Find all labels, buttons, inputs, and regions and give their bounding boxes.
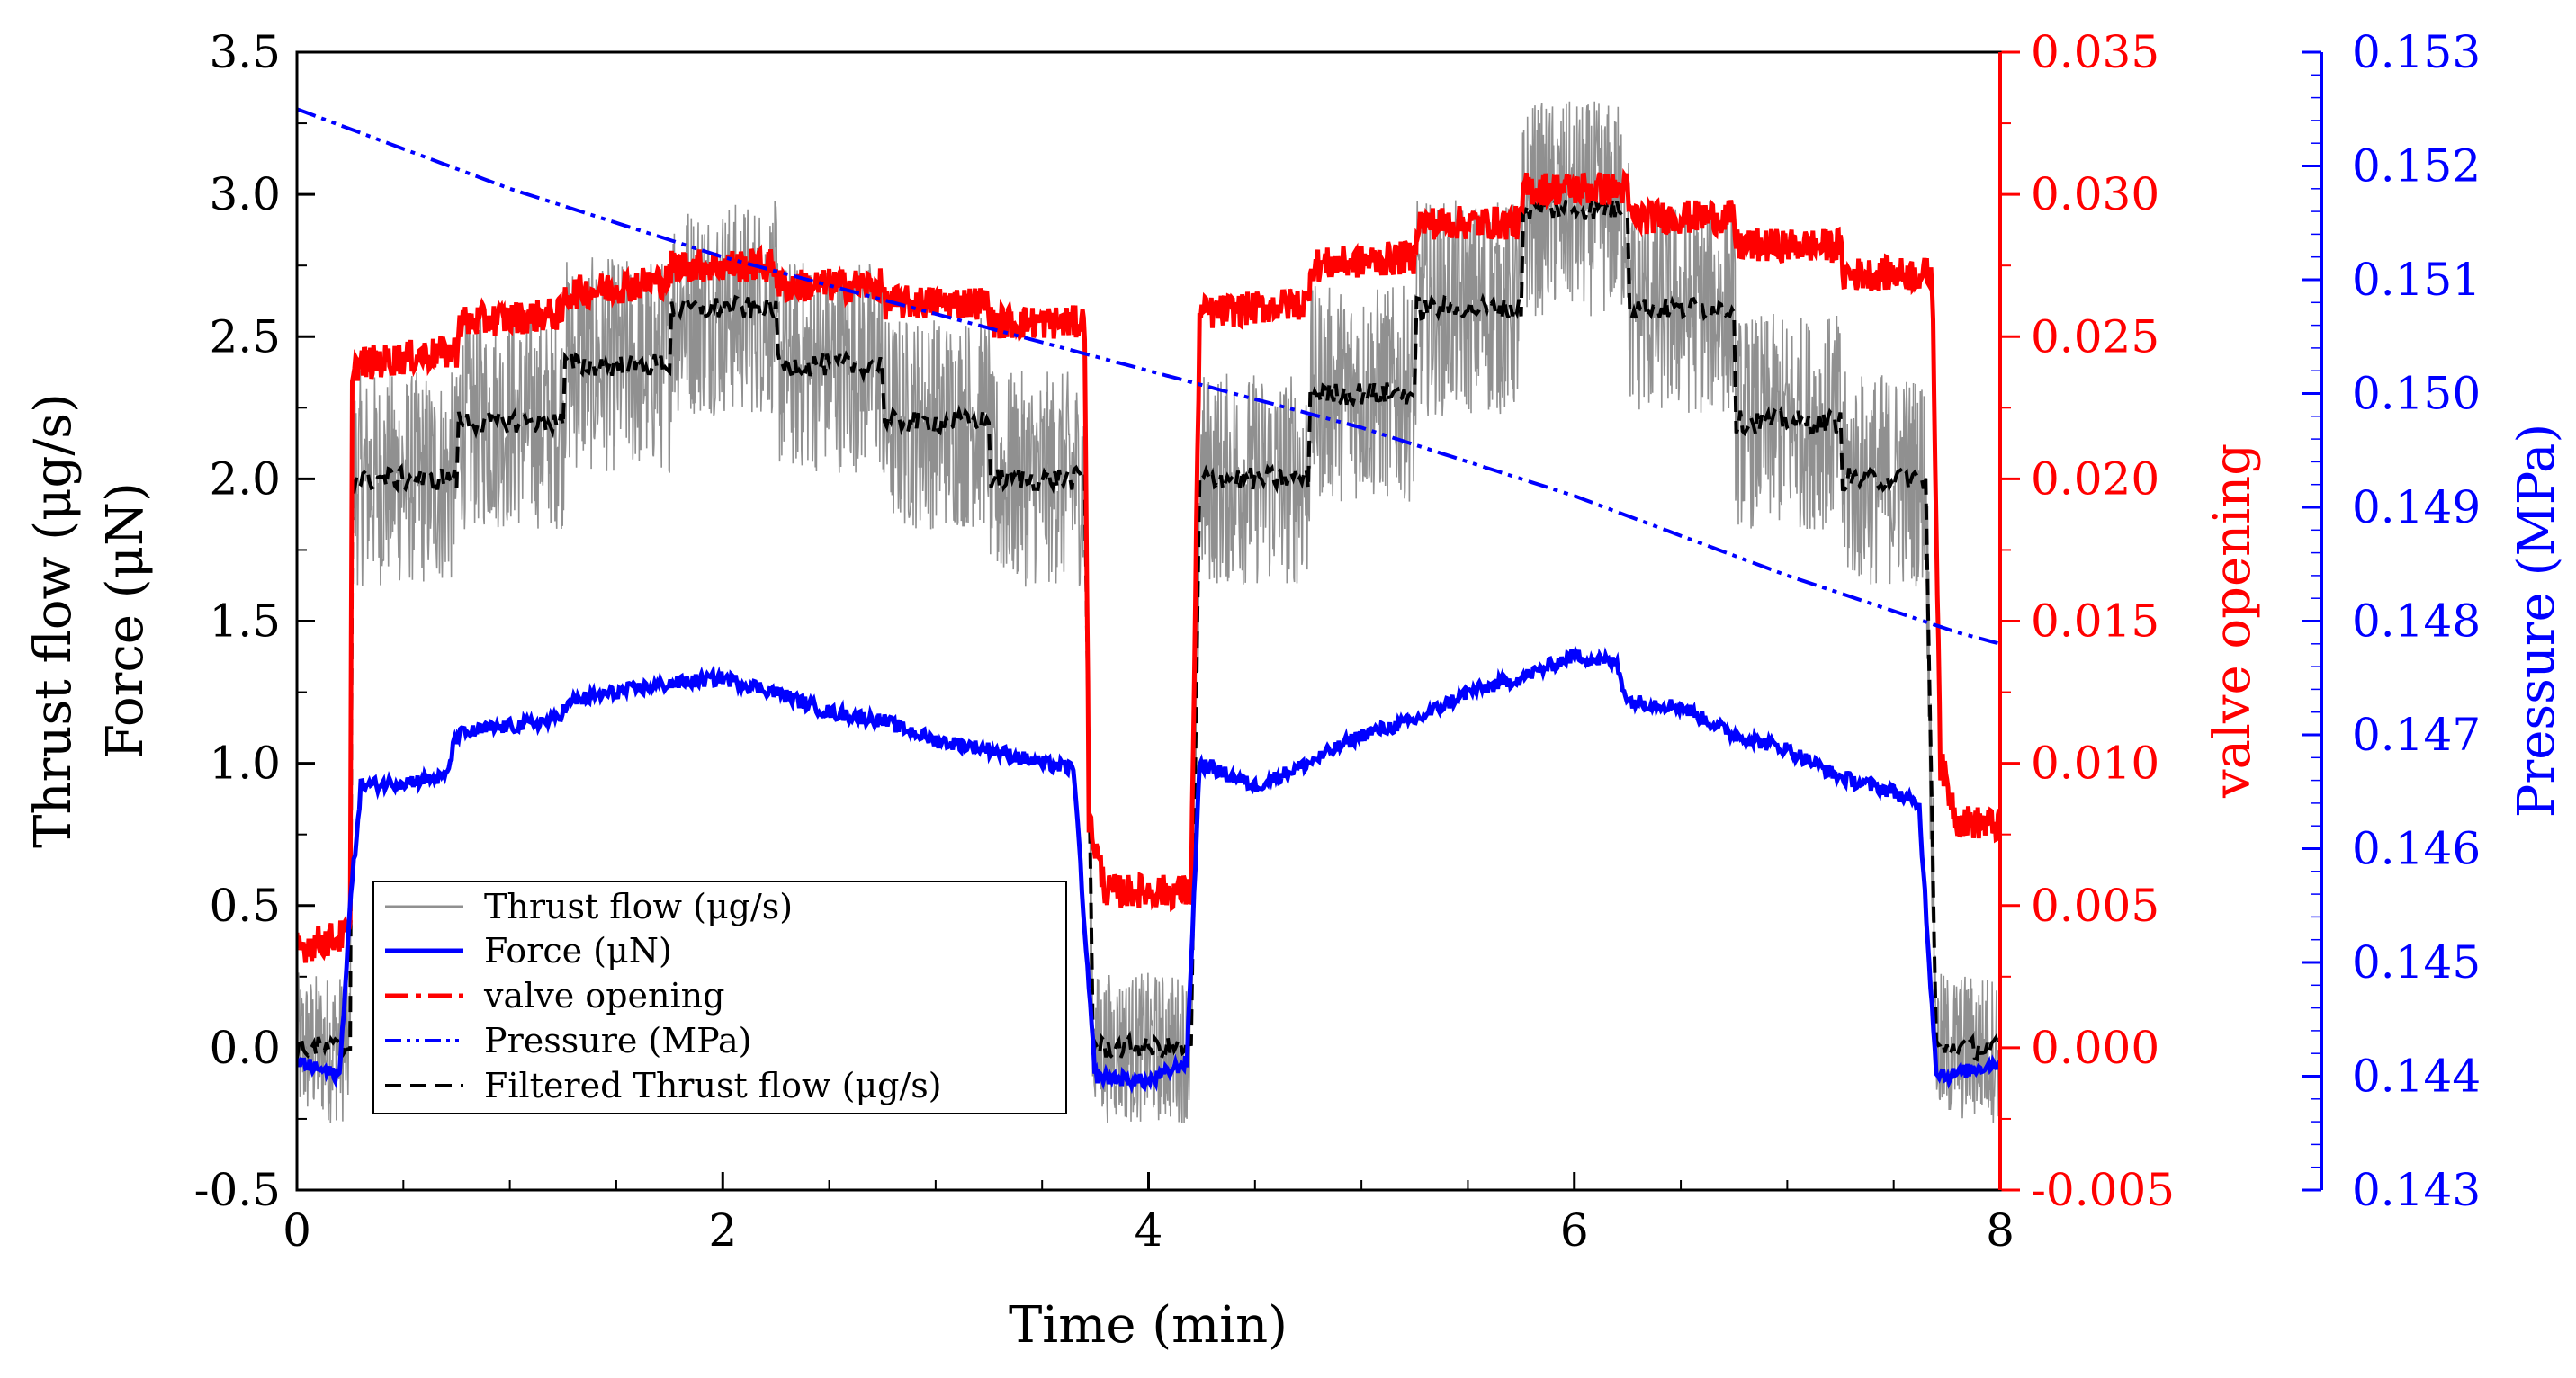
y-tick-label: 2.5 <box>209 310 281 362</box>
legend-label-pressure: Pressure (MPa) <box>484 1021 752 1060</box>
y-tick-label: -0.5 <box>194 1164 281 1216</box>
y2-tick-label: 0.020 <box>2031 452 2159 505</box>
y2-tick-label: 0.015 <box>2031 595 2159 648</box>
x-axis-title: Time (min) <box>1009 1296 1288 1355</box>
axis-ticks <box>295 50 2321 1192</box>
y-axis-title: Thrust flow (μg/s) Force (μN) <box>24 393 155 848</box>
legend-label-valve-opening: valve opening <box>483 976 724 1016</box>
x-tick-label: 2 <box>708 1204 737 1257</box>
series-thrust-flow-line <box>297 101 2000 1123</box>
y-tick-label: 0.5 <box>209 880 281 932</box>
y3-axis-title: Pressure (MPa) <box>2508 424 2566 818</box>
legend-label-thrust-flow: Thrust flow (μg/s) <box>484 887 793 926</box>
legend-item-valve-opening: valve opening <box>385 976 724 1016</box>
y3-tick-label: 0.153 <box>2352 26 2481 78</box>
y2-tick-label: 0.005 <box>2031 880 2159 932</box>
y3-tick-label: 0.144 <box>2352 1051 2481 1103</box>
legend-label-force: Force (μN) <box>484 931 672 971</box>
y-tick-label: 2.0 <box>209 452 281 505</box>
legend-item-thrust-flow: Thrust flow (μg/s) <box>385 887 793 926</box>
legend-item-filtered-thrust-flow: Filtered Thrust flow (μg/s) <box>385 1066 942 1105</box>
y-axis-title-line-2: Force (μN) <box>96 482 155 759</box>
y3-tick-label: 0.149 <box>2352 481 2481 533</box>
y-tick-label: 0.0 <box>209 1022 281 1074</box>
series-valve-opening-line <box>297 167 2000 963</box>
y2-tick-label: 0.025 <box>2031 310 2159 362</box>
y3-tick-label: 0.148 <box>2352 595 2481 648</box>
y2-tick-label: -0.005 <box>2031 1164 2175 1216</box>
series-filtered-thrust-flow-line <box>297 196 2000 1066</box>
x-tick-label: 0 <box>283 1204 311 1257</box>
y2-tick-label: 0.010 <box>2031 738 2159 790</box>
y3-tick-label: 0.150 <box>2352 368 2481 420</box>
x-tick-label: 6 <box>1560 1204 1589 1257</box>
legend-item-pressure: Pressure (MPa) <box>385 1021 752 1060</box>
y3-tick-label: 0.152 <box>2352 140 2481 192</box>
y-tick-label: 1.5 <box>209 595 281 648</box>
y3-tick-label: 0.143 <box>2352 1164 2481 1216</box>
y2-tick-label: 0.030 <box>2031 168 2159 220</box>
y3-tick-label: 0.145 <box>2352 936 2481 989</box>
x-tick-label: 4 <box>1135 1204 1163 1257</box>
y3-tick-label: 0.146 <box>2352 823 2481 875</box>
series-force-line <box>297 644 2000 1095</box>
legend-label-filtered-thrust-flow: Filtered Thrust flow (μg/s) <box>484 1066 942 1105</box>
series-layer <box>297 101 2000 1123</box>
y-axis-title-line-1: Thrust flow (μg/s) <box>24 393 83 848</box>
y-tick-label: 3.0 <box>209 168 281 220</box>
tick-labels: 0 2 4 6 8 -0.5 0.0 0.5 1.0 1.5 2.0 2.5 3.0 3.5 -0.005 0… <box>194 26 2482 1257</box>
x-tick-label: 8 <box>1986 1204 2015 1257</box>
series-pressure-line <box>297 107 2000 646</box>
y-tick-label: 1.0 <box>209 738 281 790</box>
y2-tick-label: 0.000 <box>2031 1022 2159 1074</box>
legend: Thrust flow (μg/s) Force (μN) valve open… <box>372 881 1067 1114</box>
y2-axis-title: valve opening <box>2204 443 2262 799</box>
y3-tick-label: 0.151 <box>2352 254 2481 306</box>
y-tick-label: 3.5 <box>209 26 281 78</box>
legend-item-force: Force (μN) <box>385 931 672 971</box>
legend-box <box>372 881 1067 1114</box>
y3-tick-label: 0.147 <box>2352 709 2481 761</box>
y2-tick-label: 0.035 <box>2031 26 2159 78</box>
